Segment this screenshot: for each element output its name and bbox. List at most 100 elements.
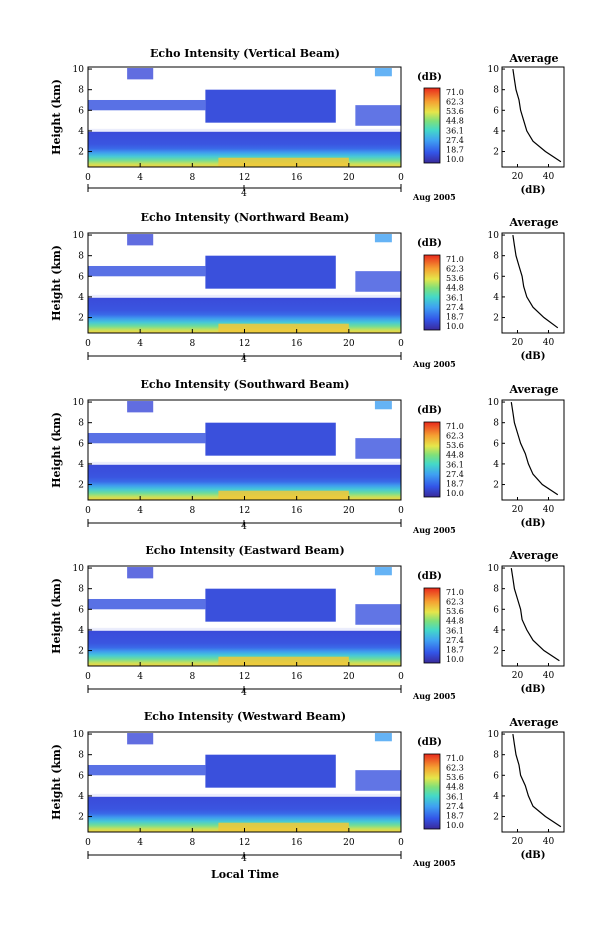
- profile-db-axis: 20 40: [512, 497, 554, 515]
- profile-y-tick-label: 2: [493, 148, 499, 158]
- elevated-echo-tongue: [88, 764, 206, 776]
- panel-southward-beam: Echo Intensity (Southward Beam) 2 4 6 8 10 0…: [50, 378, 565, 535]
- boundary-layer-gap: [88, 459, 401, 465]
- date-label: Aug 2005: [412, 525, 456, 535]
- panel-title: Echo Intensity (Southward Beam): [141, 378, 350, 391]
- elevated-echo-tongue: [88, 99, 206, 111]
- colorbar-tick-label: 27.4: [446, 303, 464, 312]
- colorbar-tick-label: 53.6: [446, 107, 464, 116]
- strong-echo-core: [218, 323, 349, 332]
- colorbar-tick-label: 18.7: [446, 811, 464, 820]
- elevated-echo-layer: [205, 588, 336, 622]
- colorbar-tick-label: 36.1: [446, 460, 464, 469]
- colorbar-tick-label: 62.3: [446, 98, 464, 107]
- y-tick-label: 6: [78, 771, 84, 781]
- x-tick-label: 0: [85, 838, 91, 848]
- panel-eastward-beam: Echo Intensity (Eastward Beam) 2 4 6 8 10 0 4…: [50, 544, 565, 701]
- x-tick-label: 0: [398, 339, 404, 349]
- y-tick-label: 8: [78, 751, 84, 761]
- x-tick-label: 0: [85, 173, 91, 183]
- profile-x-label: (dB): [521, 351, 546, 362]
- y-tick-label: 4: [78, 127, 84, 137]
- profile-x-tick-label: 40: [543, 837, 555, 847]
- colorbar-tick-label: 18.7: [446, 312, 464, 321]
- profile-x-tick-label: 20: [512, 837, 524, 847]
- colorbar-tick-label: 53.6: [446, 441, 464, 450]
- date-line: [87, 184, 402, 192]
- panel-title: Echo Intensity (Westward Beam): [144, 710, 346, 723]
- late-echo-patch: [355, 604, 401, 625]
- x-tick-label: 12: [239, 506, 250, 516]
- boundary-layer-gap: [88, 292, 401, 298]
- top-echo-speck: [374, 733, 392, 742]
- elevated-echo-tongue: [88, 598, 206, 610]
- profile-y-tick-label: 6: [493, 272, 499, 282]
- upper-echo-patch: [127, 401, 154, 413]
- colorbar-tick-label: 18.7: [446, 645, 464, 654]
- panel-title: Echo Intensity (Northward Beam): [141, 211, 350, 224]
- late-echo-patch: [355, 438, 401, 459]
- profile-y-tick-label: 6: [493, 439, 499, 449]
- x-tick-label: 16: [291, 506, 303, 516]
- x-tick-label: 0: [85, 672, 91, 682]
- x-tick-label: 4: [137, 339, 143, 349]
- profile-db-axis: 20 40: [512, 829, 555, 847]
- y-tick-label: 6: [78, 605, 84, 615]
- top-echo-speck: [374, 401, 392, 410]
- y-tick-label: 6: [78, 439, 84, 449]
- profile-y-tick-label: 8: [493, 86, 499, 96]
- profile-height-axis: 2 4 6 8 10: [488, 730, 505, 823]
- date-line: [87, 519, 402, 527]
- y-tick-label: 10: [73, 730, 85, 740]
- x-tick-label: 12: [239, 173, 250, 183]
- y-tick-label: 8: [78, 585, 84, 595]
- x-tick-label: 16: [291, 339, 303, 349]
- y-tick-label: 8: [78, 419, 84, 429]
- colorbar-tick-label: 27.4: [446, 802, 464, 811]
- y-tick-label: 4: [78, 626, 84, 636]
- profile-height-axis: 2 4 6 8 10: [488, 564, 505, 657]
- y-axis-label: Height (km): [50, 245, 63, 321]
- colorbar-tick-label: 71.0: [446, 754, 464, 763]
- profile-frame: [501, 565, 565, 667]
- profile-y-tick-label: 10: [488, 564, 500, 574]
- profile-title: Average: [508, 52, 558, 65]
- x-tick-label: 0: [398, 838, 404, 848]
- profile-y-tick-label: 4: [493, 460, 499, 470]
- colorbar-tick-label: 36.1: [446, 792, 464, 801]
- date-label: Aug 2005: [412, 359, 456, 369]
- y-tick-label: 4: [78, 792, 84, 802]
- profile-x-tick-label: 40: [543, 338, 555, 348]
- echo-heatmap: [88, 733, 401, 832]
- y-tick-label: 2: [78, 314, 84, 324]
- y-tick-label: 10: [73, 65, 85, 75]
- x-tick-label: 4: [137, 672, 143, 682]
- strong-echo-core: [218, 656, 349, 665]
- colorbar-tick-label: 71.0: [446, 588, 464, 597]
- profile-y-tick-label: 6: [493, 771, 499, 781]
- y-tick-label: 2: [78, 813, 84, 823]
- colorbar-tick-label: 10.0: [446, 155, 464, 164]
- profile-y-tick-label: 8: [493, 585, 499, 595]
- y-tick-label: 10: [73, 231, 85, 241]
- average-profile-line: [510, 568, 560, 662]
- boundary-layer-gap: [88, 791, 401, 797]
- top-echo-speck: [374, 234, 392, 243]
- strong-echo-core: [218, 157, 349, 166]
- profile-y-tick-label: 2: [493, 481, 499, 491]
- colorbar-tick-label: 44.8: [446, 617, 464, 626]
- x-tick-label: 16: [291, 173, 303, 183]
- upper-echo-patch: [127, 733, 154, 745]
- x-tick-label: 4: [137, 838, 143, 848]
- profile-x-label: (dB): [521, 518, 546, 529]
- y-tick-label: 2: [78, 148, 84, 158]
- x-tick-label: 0: [398, 173, 404, 183]
- profile-y-tick-label: 2: [493, 647, 499, 657]
- x-tick-label: 0: [398, 672, 404, 682]
- colorbar-tick-label: 27.4: [446, 136, 464, 145]
- colorbar-tick-label: 53.6: [446, 274, 464, 283]
- boundary-layer-gap: [88, 625, 401, 631]
- colorbar: [423, 753, 441, 830]
- colorbar-tick-label: 62.3: [446, 598, 464, 607]
